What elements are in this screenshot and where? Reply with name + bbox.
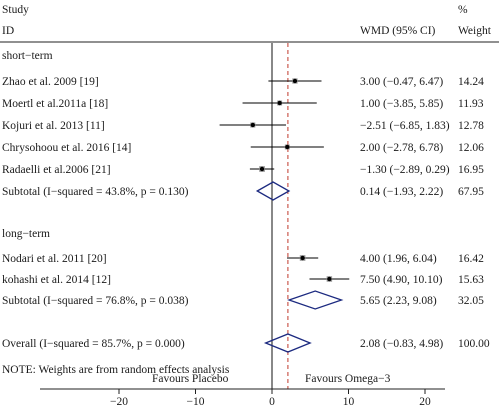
- header-effect-label: WMD (95% CI): [360, 25, 436, 37]
- subtotal-long-term-ci-text: 5.65 (2.23, 9.08): [360, 295, 437, 307]
- study-weight: 11.93: [458, 98, 484, 110]
- study-ci-text: −2.51 (−6.85, 1.83): [360, 120, 450, 132]
- x-tick-label: 20: [419, 396, 431, 408]
- subtotal-short-term-weight: 67.95: [458, 186, 484, 198]
- study-ci-text: 4.00 (1.96, 6.04): [360, 253, 437, 265]
- study-label: Chrysohoou et al. 2016 [14]: [2, 142, 131, 154]
- group-label-long-term: long−term: [2, 228, 50, 240]
- favours-omega3-label: Favours Omega−3: [305, 373, 391, 385]
- study-ci-text: 1.00 (−3.85, 5.85): [360, 98, 443, 110]
- x-tick-label: −20: [110, 396, 128, 408]
- study-point-estimate: [250, 122, 255, 128]
- study-point-estimate: [327, 276, 332, 282]
- overall-label: Overall (I−squared = 85.7%, p = 0.000): [2, 338, 185, 350]
- header-weight-percent: %: [458, 4, 468, 16]
- study-ci-text: −1.30 (−2.89, 0.29): [360, 164, 450, 176]
- favours-placebo-label: Favours Placebo: [152, 373, 229, 385]
- study-weight: 15.63: [458, 274, 484, 286]
- forest-marks: short−term Zhao et al. 2009 [19] 3.00 (−0.…: [2, 43, 490, 389]
- study-label: Zhao et al. 2009 [19]: [2, 76, 99, 88]
- study-point-estimate: [292, 78, 298, 84]
- study-label: Kojuri et al. 2013 [11]: [2, 120, 105, 132]
- subtotal-short-term-label: Subtotal (I−squared = 43.8%, p = 0.130): [2, 186, 189, 198]
- overall-diamond: [263, 333, 312, 353]
- group-label-short-term: short−term: [2, 50, 53, 62]
- subtotal-long-term-diamond: [287, 290, 344, 310]
- study-ci-text: 3.00 (−0.47, 6.47): [360, 76, 443, 88]
- study-label: Moertl et al.2011a [18]: [2, 98, 108, 110]
- header-study-label: Study: [2, 4, 29, 16]
- x-tick-label: −10: [187, 396, 205, 408]
- study-label: Radaelli et al.2006 [21]: [2, 164, 111, 176]
- weights-note: NOTE: Weights are from random effects an…: [2, 364, 230, 376]
- study-weight: 12.78: [458, 120, 484, 132]
- study-label: kohashi et al. 2014 [12]: [2, 274, 111, 286]
- study-point-estimate: [259, 166, 265, 172]
- x-tick-label: 10: [343, 396, 355, 408]
- x-axis-ticks: −20 −10 0 10 20: [110, 389, 431, 408]
- study-weight: 16.42: [458, 253, 484, 265]
- header-weight-label: Weight: [458, 25, 492, 37]
- study-point-estimate: [277, 100, 282, 106]
- study-label: Nodari et al. 2011 [20]: [2, 253, 107, 265]
- subtotal-long-term-label: Subtotal (I−squared = 76.8%, p = 0.038): [2, 295, 189, 307]
- study-weight: 14.24: [458, 76, 484, 88]
- subtotal-short-term-diamond: [255, 181, 291, 201]
- x-tick-label: 0: [269, 396, 275, 408]
- subtotal-short-term-ci-text: 0.14 (−1.93, 2.22): [360, 186, 443, 198]
- study-point-estimate: [300, 255, 305, 261]
- subtotal-long-term-weight: 32.05: [458, 295, 484, 307]
- study-ci-text: 7.50 (4.90, 10.10): [360, 274, 443, 286]
- overall-ci-text: 2.08 (−0.83, 4.98): [360, 338, 443, 350]
- study-ci-text: 2.00 (−2.78, 6.78): [360, 142, 443, 154]
- study-point-estimate: [285, 144, 290, 150]
- study-weight: 12.06: [458, 142, 484, 154]
- overall-weight: 100.00: [458, 338, 490, 350]
- study-weight: 16.95: [458, 164, 484, 176]
- header-id-label: ID: [2, 25, 14, 37]
